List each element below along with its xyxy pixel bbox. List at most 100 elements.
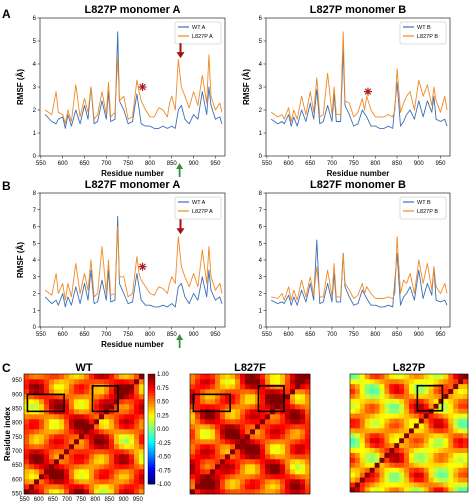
heatmap-cell <box>84 484 90 490</box>
heatmap-cell <box>64 439 70 445</box>
heatmap-cell <box>49 429 55 435</box>
heatmap-cell <box>413 467 420 473</box>
heatmap-cell <box>190 429 196 435</box>
heatmap-cell <box>119 484 125 490</box>
panel-label-b: B <box>2 179 11 193</box>
heatmap-cell <box>364 452 370 458</box>
heatmap-cell <box>210 404 216 410</box>
heatmap-cell <box>210 479 216 485</box>
heatmap-cell <box>350 487 356 493</box>
heatmap-cell <box>384 477 390 483</box>
heatmap-cell <box>104 414 110 420</box>
heatmap-cell <box>295 434 301 440</box>
heatmap-cell <box>275 449 281 455</box>
heatmap-cell <box>265 469 271 475</box>
heatmap-cell <box>394 487 400 493</box>
heatmap-cell <box>84 419 90 425</box>
heatmap-cell <box>215 394 221 400</box>
heatmap-cell <box>24 384 30 390</box>
colorbar-step <box>148 429 155 433</box>
heatmap-cell <box>99 444 105 450</box>
heatmap-cell <box>448 378 454 385</box>
heatmap-cell <box>458 428 464 434</box>
heatmap-cell <box>235 464 241 470</box>
heatmap-cell <box>200 389 206 395</box>
x-tick-label: 900 <box>414 161 425 167</box>
heatmap-cell <box>39 484 45 490</box>
heatmap-cell <box>114 489 120 495</box>
heatmap-cell <box>359 393 366 399</box>
heatmap-cell <box>404 487 410 493</box>
colorbar-step <box>148 464 155 468</box>
heatmap-cell <box>129 489 135 495</box>
heatmap-cell <box>84 464 90 470</box>
heatmap-cell <box>220 404 226 410</box>
x-tick-label: 650 <box>79 161 90 167</box>
heatmap-cell <box>64 389 70 395</box>
heatmap-cell <box>350 482 356 488</box>
heatmap-cell <box>413 457 420 463</box>
heatmap-cell <box>384 413 390 419</box>
heatmap-cell <box>250 404 256 410</box>
highlight-arrowhead-up <box>176 334 184 340</box>
heatmap-cell <box>379 467 385 473</box>
heatmap-cell <box>364 472 370 478</box>
heatmap-cell <box>99 454 105 460</box>
heatmap-cell <box>29 419 35 425</box>
heatmap-cell <box>74 479 80 485</box>
heatmap-cell <box>404 374 410 380</box>
colorbar-step <box>148 382 155 386</box>
heatmap-cell <box>300 484 306 490</box>
heatmap-cell <box>190 464 196 470</box>
x-tick-label: 800 <box>145 161 156 167</box>
heatmap-cell <box>275 399 281 405</box>
heatmap-cell <box>453 388 459 394</box>
heatmap-cell <box>433 433 439 439</box>
heatmap-cell <box>190 384 196 390</box>
heatmap-cell <box>215 479 221 485</box>
heatmap-cell <box>369 398 375 404</box>
heatmap-cell <box>205 379 211 385</box>
heatmap-cell <box>374 398 380 404</box>
heatmap-cell <box>59 414 65 420</box>
y-tick-label: 4 <box>259 258 263 264</box>
heatmap-cell <box>270 449 276 455</box>
heatmap-cell <box>215 489 221 495</box>
heatmap-cell <box>438 437 444 444</box>
heatmap-cell <box>89 424 95 430</box>
heatmap-cell <box>109 459 115 465</box>
heatmap-cell <box>89 454 95 460</box>
legend-label: WT A <box>192 25 206 31</box>
heatmap-cell <box>295 489 301 495</box>
heatmap-cell <box>220 379 226 385</box>
heatmap-cell <box>139 389 145 395</box>
heatmap-cell <box>29 464 35 470</box>
heatmap-cell <box>453 467 459 473</box>
heatmap-cell <box>124 474 130 480</box>
heatmap-cell <box>389 393 395 399</box>
heatmap-cell <box>260 484 266 490</box>
colorbar-step <box>148 404 155 408</box>
heatmap-cell <box>255 384 261 390</box>
heatmap-cell <box>114 464 120 470</box>
heatmap-cell <box>409 388 415 394</box>
heatmap-cell <box>354 452 361 458</box>
heatmap-cell <box>114 389 120 395</box>
heatmap-cell <box>39 404 45 410</box>
heatmap-cell <box>404 472 410 478</box>
heatmap-cell <box>89 414 95 420</box>
heatmap-cell <box>250 439 256 445</box>
heatmap-cell <box>89 464 95 470</box>
heatmap-cell <box>109 424 115 430</box>
heatmap-cell <box>235 414 241 420</box>
heatmap-cell <box>389 482 395 488</box>
heatmap-cell <box>74 459 80 465</box>
x-tick-label: 550 <box>36 332 47 338</box>
heatmap-cell <box>438 447 444 453</box>
heatmap-cell <box>428 457 434 463</box>
heatmap-cell <box>129 459 135 465</box>
heatmap-cell <box>265 484 271 490</box>
heatmap-cell <box>270 474 276 480</box>
heatmap-cell <box>205 469 211 475</box>
